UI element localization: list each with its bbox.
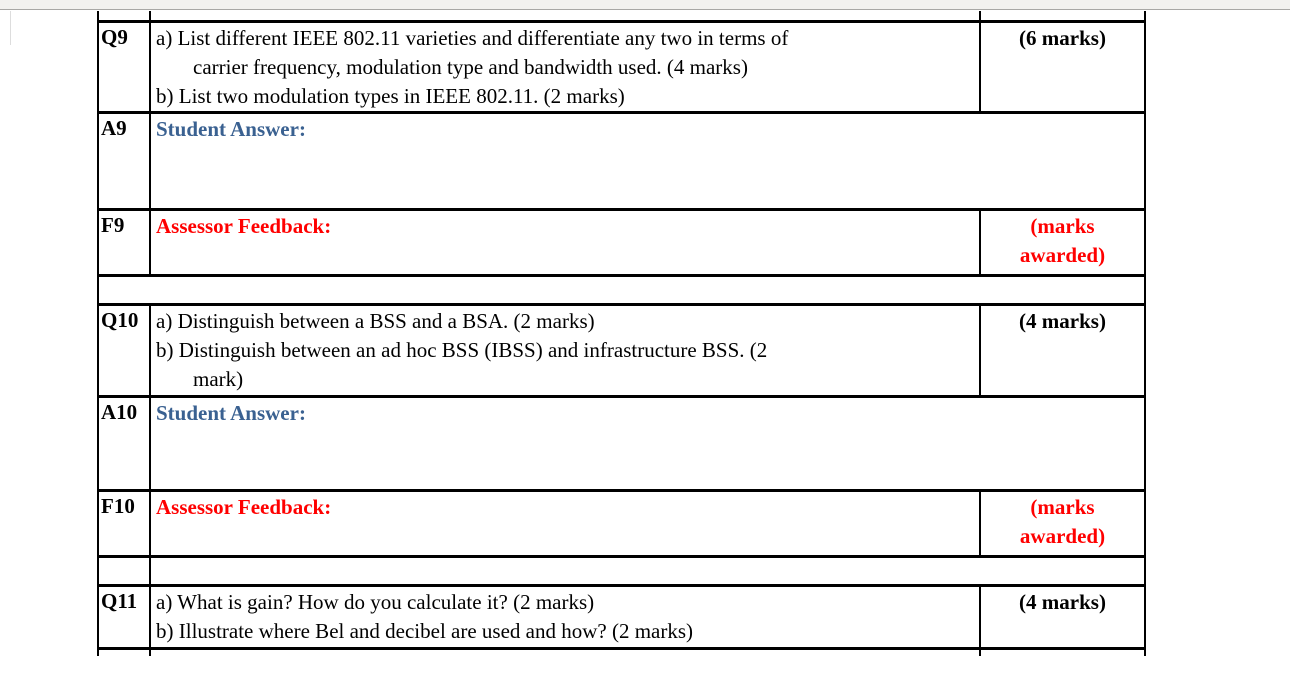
marks-awarded-line1: (marks bbox=[1030, 494, 1095, 519]
student-answer-area-a9[interactable]: Student Answer: bbox=[149, 110, 1146, 211]
marks-awarded-line2: awarded) bbox=[1019, 523, 1106, 548]
spacer-cell bbox=[149, 554, 1146, 587]
question-row-q10: Q10 a) Distinguish between a BSS and a B… bbox=[97, 302, 1146, 398]
fragment-marks-cell bbox=[979, 648, 1146, 656]
student-answer-heading: Student Answer: bbox=[156, 116, 306, 141]
table-row-fragment-top bbox=[97, 11, 1146, 21]
assessment-table: Q9 a) List different IEEE 802.11 varieti… bbox=[97, 11, 1146, 656]
spacer-label-cell bbox=[97, 554, 151, 587]
question-line: a) Distinguish between a BSS and a BSA. … bbox=[156, 308, 595, 333]
fragment-content-cell bbox=[149, 648, 981, 656]
question-row-q11: Q11 a) What is gain? How do you calculat… bbox=[97, 583, 1146, 650]
question-text-q9: a) List different IEEE 802.11 varieties … bbox=[149, 19, 981, 114]
fragment-label-cell bbox=[97, 11, 151, 21]
question-text-q11: a) What is gain? How do you calculate it… bbox=[149, 583, 981, 650]
feedback-row-f10: F10 Assessor Feedback: (marks awarded) bbox=[97, 488, 1146, 558]
row-label-f9: F9 bbox=[97, 207, 151, 277]
marks-cell-q9: (6 marks) bbox=[979, 19, 1146, 114]
student-answer-area-a10[interactable]: Student Answer: bbox=[149, 394, 1146, 492]
feedback-row-f9: F9 Assessor Feedback: (marks awarded) bbox=[97, 207, 1146, 277]
student-answer-heading: Student Answer: bbox=[156, 400, 306, 425]
fragment-label-cell bbox=[97, 648, 151, 656]
question-line-continuation: mark) bbox=[193, 366, 244, 391]
marks-awarded-line1: (marks bbox=[1030, 213, 1095, 238]
answer-row-a10: A10 Student Answer: bbox=[97, 394, 1146, 492]
assessor-feedback-area-f10[interactable]: Assessor Feedback: bbox=[149, 488, 981, 558]
question-text-q10: a) Distinguish between a BSS and a BSA. … bbox=[149, 302, 981, 398]
row-label-a9: A9 bbox=[97, 110, 151, 211]
row-label-q10: Q10 bbox=[97, 302, 151, 398]
marks-cell-q11: (4 marks) bbox=[979, 583, 1146, 650]
marks-awarded-cell-f9[interactable]: (marks awarded) bbox=[979, 207, 1146, 277]
question-row-q9: Q9 a) List different IEEE 802.11 varieti… bbox=[97, 19, 1146, 114]
row-label-q11: Q11 bbox=[97, 583, 151, 650]
row-label-a10: A10 bbox=[97, 394, 151, 492]
assessor-feedback-area-f9[interactable]: Assessor Feedback: bbox=[149, 207, 981, 277]
table-row-fragment-bottom bbox=[97, 648, 1146, 656]
question-line: a) List different IEEE 802.11 varieties … bbox=[156, 25, 789, 50]
assessor-feedback-heading: Assessor Feedback: bbox=[156, 494, 332, 519]
spacer-cell bbox=[97, 273, 1146, 306]
marks-awarded-cell-f10[interactable]: (marks awarded) bbox=[979, 488, 1146, 558]
marks-cell-q10: (4 marks) bbox=[979, 302, 1146, 398]
fragment-marks-cell bbox=[979, 11, 1146, 21]
fragment-content-cell bbox=[149, 11, 981, 21]
question-line: a) What is gain? How do you calculate it… bbox=[156, 589, 595, 614]
assessor-feedback-heading: Assessor Feedback: bbox=[156, 213, 332, 238]
page-edge-line bbox=[10, 11, 11, 45]
row-label-q9: Q9 bbox=[97, 19, 151, 114]
viewport-top-strip bbox=[0, 0, 1290, 10]
answer-row-a9: A9 Student Answer: bbox=[97, 110, 1146, 211]
spacer-row-2 bbox=[97, 554, 1146, 587]
marks-awarded-line2: awarded) bbox=[1019, 242, 1106, 267]
question-line: b) Illustrate where Bel and decibel are … bbox=[156, 618, 694, 643]
question-line-continuation: carrier frequency, modulation type and b… bbox=[193, 54, 748, 79]
row-label-f10: F10 bbox=[97, 488, 151, 558]
spacer-row-1 bbox=[97, 273, 1146, 306]
question-line: b) Distinguish between an ad hoc BSS (IB… bbox=[156, 337, 768, 362]
question-line: b) List two modulation types in IEEE 802… bbox=[156, 83, 625, 108]
